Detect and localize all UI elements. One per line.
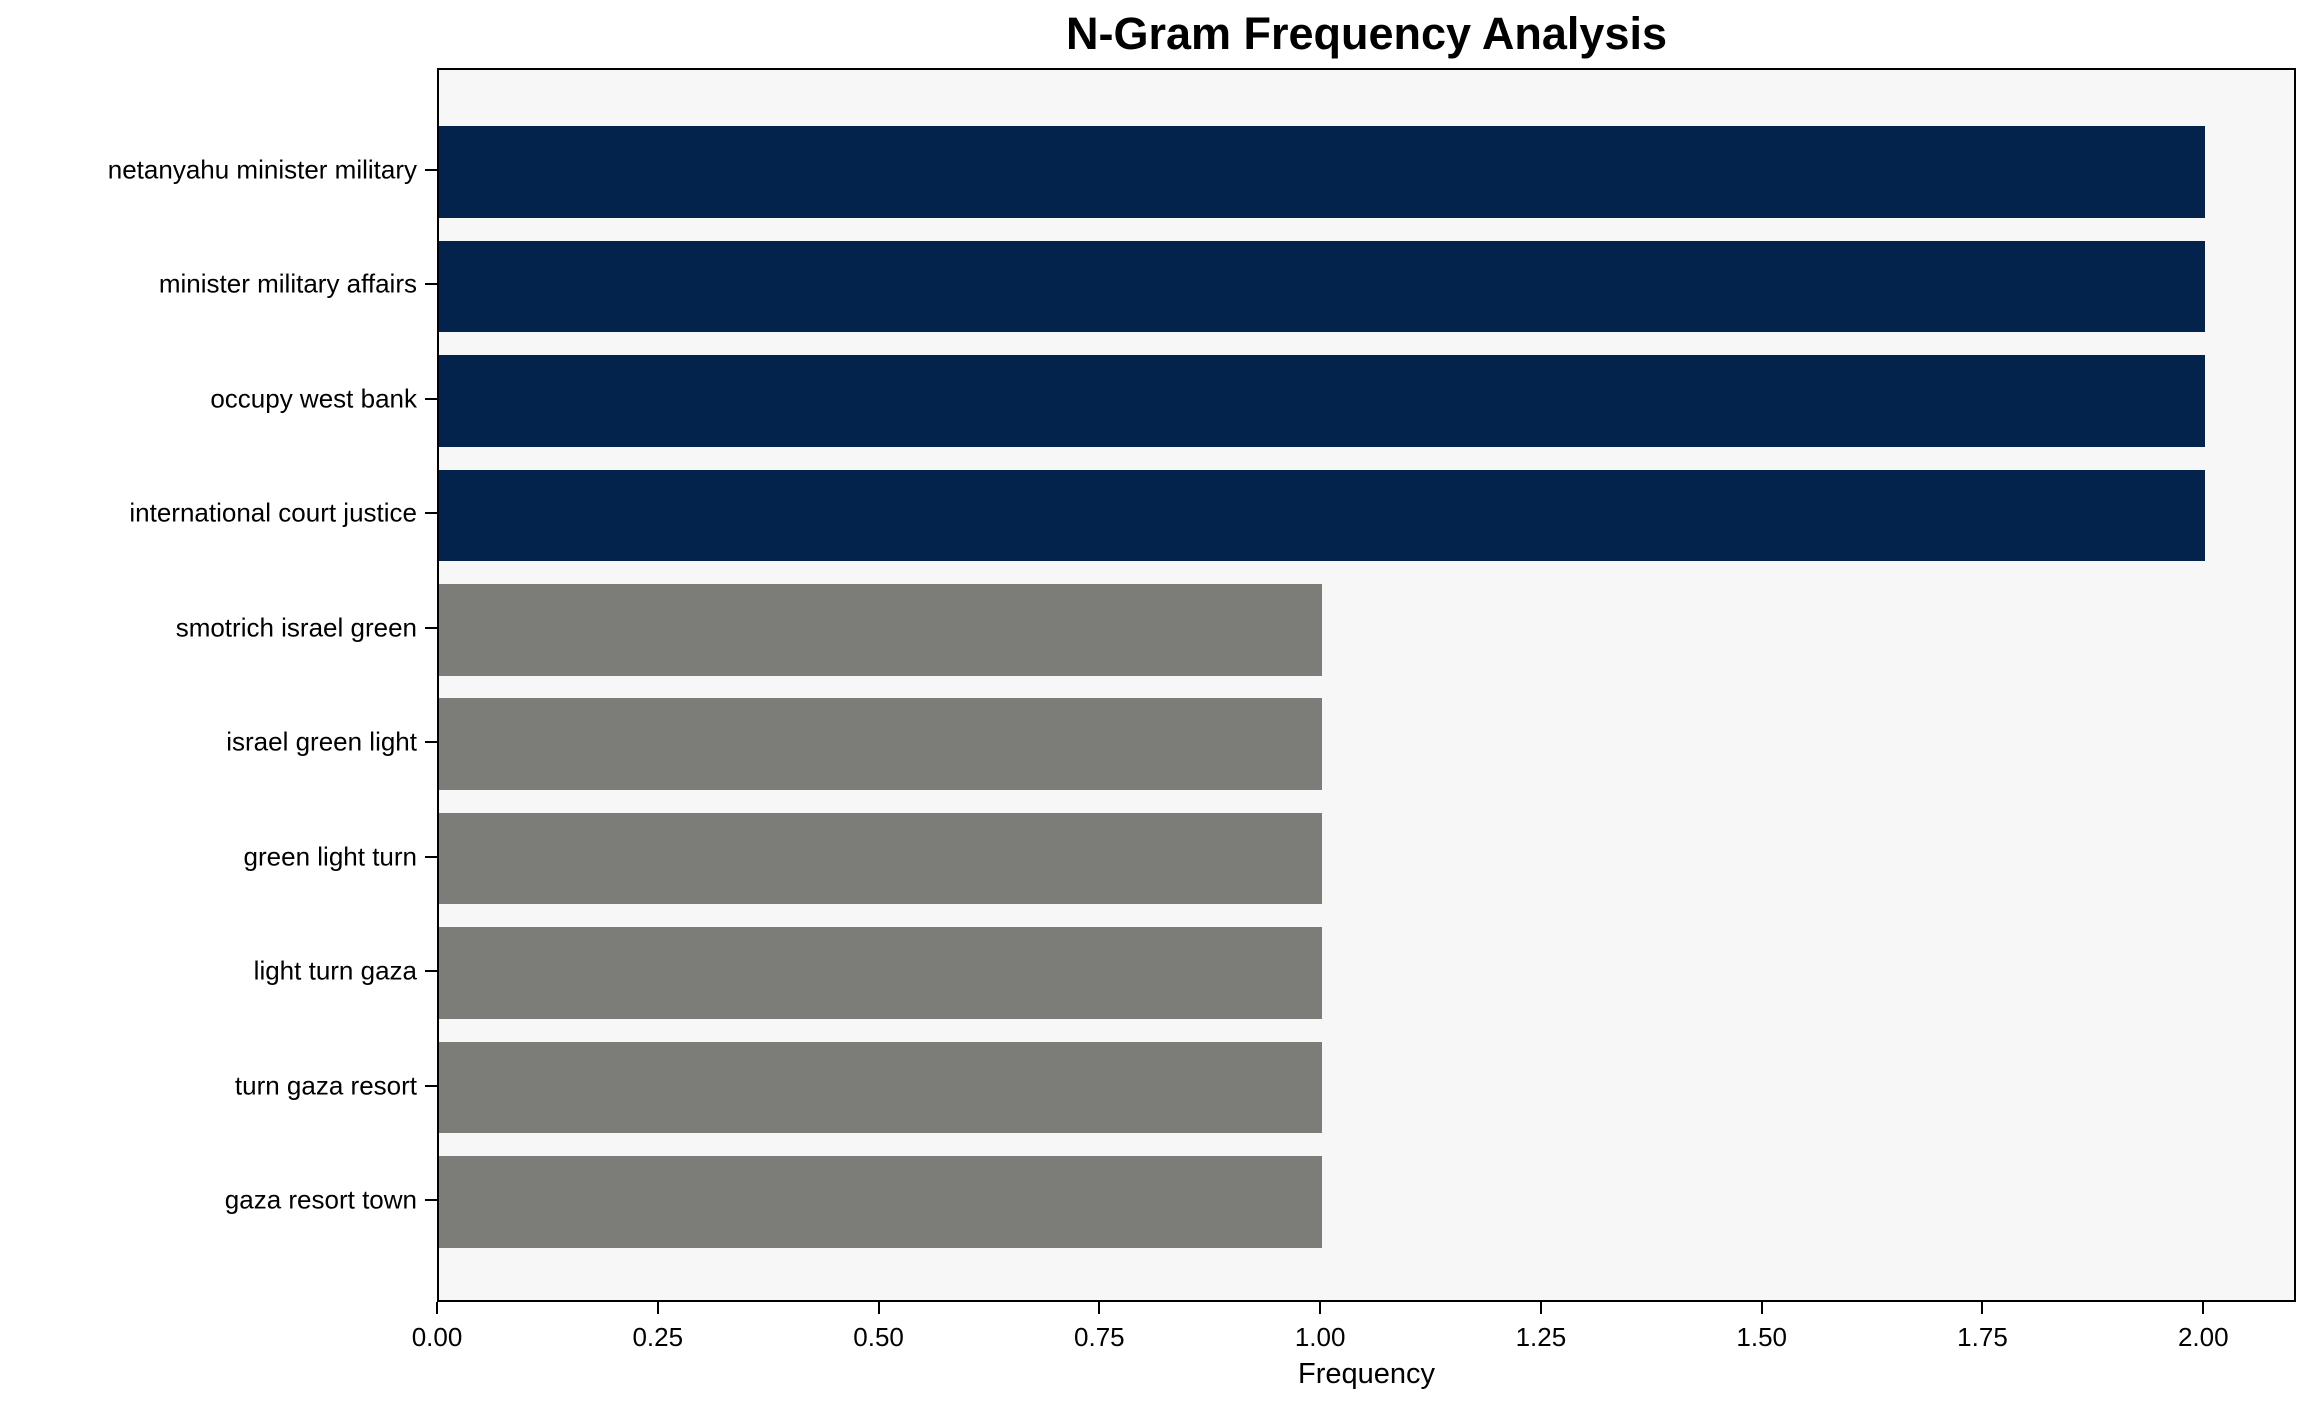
y-tick-label: israel green light	[226, 726, 417, 757]
x-tick-label: 1.75	[1957, 1322, 2008, 1352]
y-tick-label: netanyahu minister military	[107, 154, 417, 185]
x-tick-mark	[2202, 1302, 2205, 1314]
x-axis-title: Frequency	[1297, 1358, 1435, 1390]
y-tick-label: smotrich israel green	[175, 612, 417, 643]
y-tick-mark	[425, 626, 437, 629]
y-tick-mark	[425, 283, 437, 286]
x-tick-mark	[1098, 1302, 1101, 1314]
y-tick-mark	[425, 1199, 437, 1202]
x-tick-label: 0.00	[411, 1322, 463, 1352]
x-tick-label: 1.25	[1515, 1322, 1567, 1352]
chart-title: N-Gram Frequency Analysis	[1065, 8, 1668, 59]
x-tick-mark	[1760, 1302, 1763, 1314]
y-tick-mark	[425, 970, 437, 973]
y-tick-mark	[425, 512, 437, 515]
y-tick-mark	[425, 397, 437, 400]
x-tick-mark	[436, 1302, 438, 1314]
x-tick-label: 1.50	[1736, 1322, 1788, 1352]
bar-israel-green-light	[439, 698, 1323, 790]
bar-gaza-resort-town	[439, 1156, 1323, 1248]
bar-netanyahu-minister-military	[439, 126, 2206, 218]
plot-area	[437, 68, 2296, 1302]
x-tick-label: 0.50	[853, 1322, 904, 1352]
y-tick-mark	[425, 741, 437, 744]
bar-occupy-west-bank	[439, 355, 2206, 447]
y-tick-label: minister military affairs	[158, 268, 417, 299]
y-tick-label: occupy west bank	[210, 383, 417, 414]
y-tick-mark	[425, 855, 437, 858]
x-tick-label: 2.00	[2177, 1322, 2229, 1352]
y-tick-label: turn gaza resort	[234, 1070, 417, 1101]
y-tick-mark	[425, 1084, 437, 1087]
x-tick-label: 0.25	[632, 1322, 684, 1352]
x-tick-mark	[1981, 1302, 1984, 1314]
x-tick-label: 0.75	[1074, 1322, 1125, 1352]
x-tick-mark	[1539, 1302, 1542, 1314]
x-tick-mark	[1319, 1302, 1322, 1314]
bar-turn-gaza-resort	[439, 1041, 1323, 1134]
x-tick-label: 1.00	[1294, 1322, 1346, 1352]
y-tick-mark	[425, 168, 437, 171]
y-tick-label: green light turn	[243, 841, 417, 872]
bar-international-court-justice	[439, 469, 2206, 562]
x-tick-mark	[877, 1302, 880, 1314]
x-tick-mark	[656, 1302, 659, 1314]
bar-minister-military-affairs	[439, 240, 2206, 333]
y-tick-label: gaza resort town	[224, 1184, 417, 1215]
y-tick-label: international court justice	[129, 497, 417, 528]
bar-green-light-turn	[439, 812, 1323, 905]
bar-smotrich-israel-green	[439, 583, 1323, 676]
y-tick-label: light turn gaza	[253, 955, 417, 986]
bar-light-turn-gaza	[439, 927, 1323, 1019]
